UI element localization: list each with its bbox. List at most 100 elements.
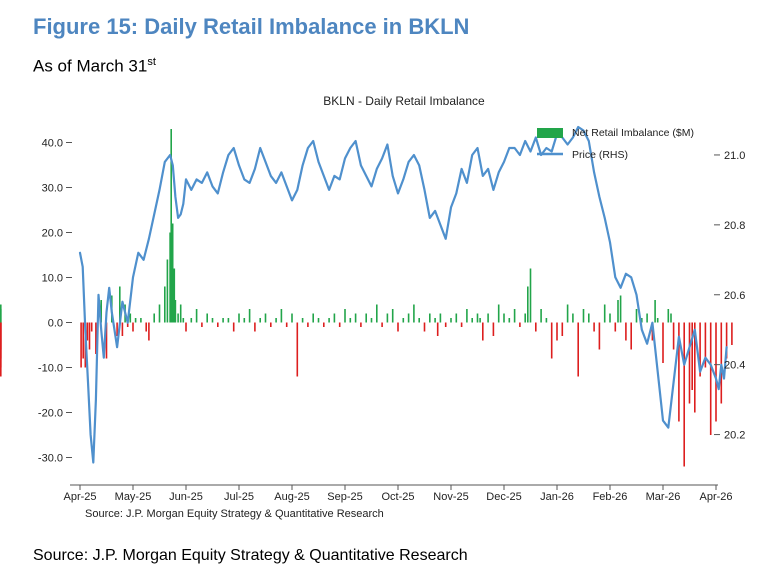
bar — [603, 304, 606, 323]
y-left-tick-label: -10.0 — [38, 363, 63, 375]
bar — [201, 322, 203, 327]
bar — [731, 322, 733, 345]
bar — [129, 313, 132, 323]
bar — [211, 318, 214, 323]
bar — [556, 322, 558, 341]
bar — [402, 318, 405, 323]
bar — [301, 318, 304, 323]
bar — [455, 313, 458, 323]
bar — [476, 313, 479, 323]
bar — [248, 309, 251, 323]
bar — [344, 309, 346, 323]
bar — [725, 322, 728, 359]
bar — [280, 309, 283, 323]
bar — [617, 300, 619, 323]
bar — [704, 322, 707, 368]
bar — [190, 318, 193, 323]
bar — [238, 313, 240, 323]
bar — [185, 322, 187, 332]
bar — [333, 313, 336, 323]
bar — [397, 322, 399, 332]
legend-bar-label: Net Retail Imbalance ($M) — [572, 127, 694, 139]
bar — [635, 309, 638, 323]
bar — [174, 300, 177, 323]
bar — [413, 304, 415, 323]
x-tick-label: Dec-25 — [486, 491, 521, 503]
figure-subtitle: As of March 31st — [33, 56, 156, 77]
x-tick-label: Oct-25 — [381, 491, 414, 503]
bar — [699, 322, 701, 377]
bar — [670, 313, 672, 323]
bar — [173, 268, 176, 323]
bar — [614, 322, 617, 332]
bar — [662, 322, 664, 363]
bar — [177, 313, 179, 323]
bar — [328, 318, 330, 323]
bar — [429, 313, 431, 323]
bar — [312, 313, 314, 323]
bar — [471, 318, 473, 323]
bar — [95, 322, 97, 354]
y-right-tick-label: 20.8 — [724, 220, 745, 232]
bar — [232, 322, 235, 332]
bar — [672, 322, 675, 350]
bar — [497, 304, 500, 323]
bar — [100, 300, 102, 323]
legend-bar-swatch — [537, 128, 563, 138]
bar — [418, 318, 420, 323]
bar-series — [0, 129, 733, 467]
bar — [82, 322, 84, 359]
bar — [217, 322, 219, 327]
bar — [119, 286, 121, 323]
bar — [132, 322, 134, 332]
y-left-tick-label: 20.0 — [42, 228, 63, 240]
bar — [285, 322, 288, 327]
bar — [227, 318, 230, 323]
bar — [166, 259, 169, 323]
bar — [656, 318, 659, 323]
figure-source: Source: J.P. Morgan Equity Strategy & Qu… — [33, 547, 468, 564]
bar — [291, 313, 293, 323]
bar — [381, 322, 383, 327]
bar — [423, 322, 426, 332]
y-left-tick-label: -20.0 — [38, 408, 63, 420]
y-left-tick-label: 40.0 — [42, 138, 63, 150]
bar — [508, 318, 511, 323]
chart-source-note: Source: J.P. Morgan Equity Strategy & Qu… — [85, 508, 384, 520]
bar — [439, 313, 442, 323]
x-tick-label: Aug-25 — [274, 491, 309, 503]
bar — [527, 286, 529, 323]
bar — [164, 286, 166, 323]
bar — [466, 309, 468, 323]
bar — [688, 322, 691, 404]
bar — [270, 322, 272, 327]
bar — [407, 313, 410, 323]
bar — [169, 232, 171, 323]
bar — [0, 309, 2, 323]
bar — [179, 304, 182, 323]
bar — [376, 304, 378, 323]
bar — [370, 318, 373, 323]
bar — [88, 322, 91, 350]
bar — [630, 322, 632, 350]
bar — [317, 318, 320, 323]
bar — [479, 318, 481, 323]
price-series — [78, 125, 728, 464]
x-tick-label: Apr-26 — [699, 491, 732, 503]
bar — [561, 322, 564, 336]
y-left-tick-label: 10.0 — [42, 273, 63, 285]
bar — [487, 313, 489, 323]
x-tick-label: Apr-25 — [63, 491, 96, 503]
bar — [524, 313, 526, 323]
bar — [116, 322, 118, 336]
bar — [170, 129, 172, 323]
bar — [158, 304, 161, 323]
bar — [619, 295, 622, 323]
bar — [582, 309, 585, 323]
bar — [577, 322, 579, 377]
bar — [254, 322, 256, 332]
bar — [609, 313, 611, 323]
bar — [121, 322, 124, 336]
bar — [646, 313, 648, 323]
bar — [275, 318, 277, 323]
